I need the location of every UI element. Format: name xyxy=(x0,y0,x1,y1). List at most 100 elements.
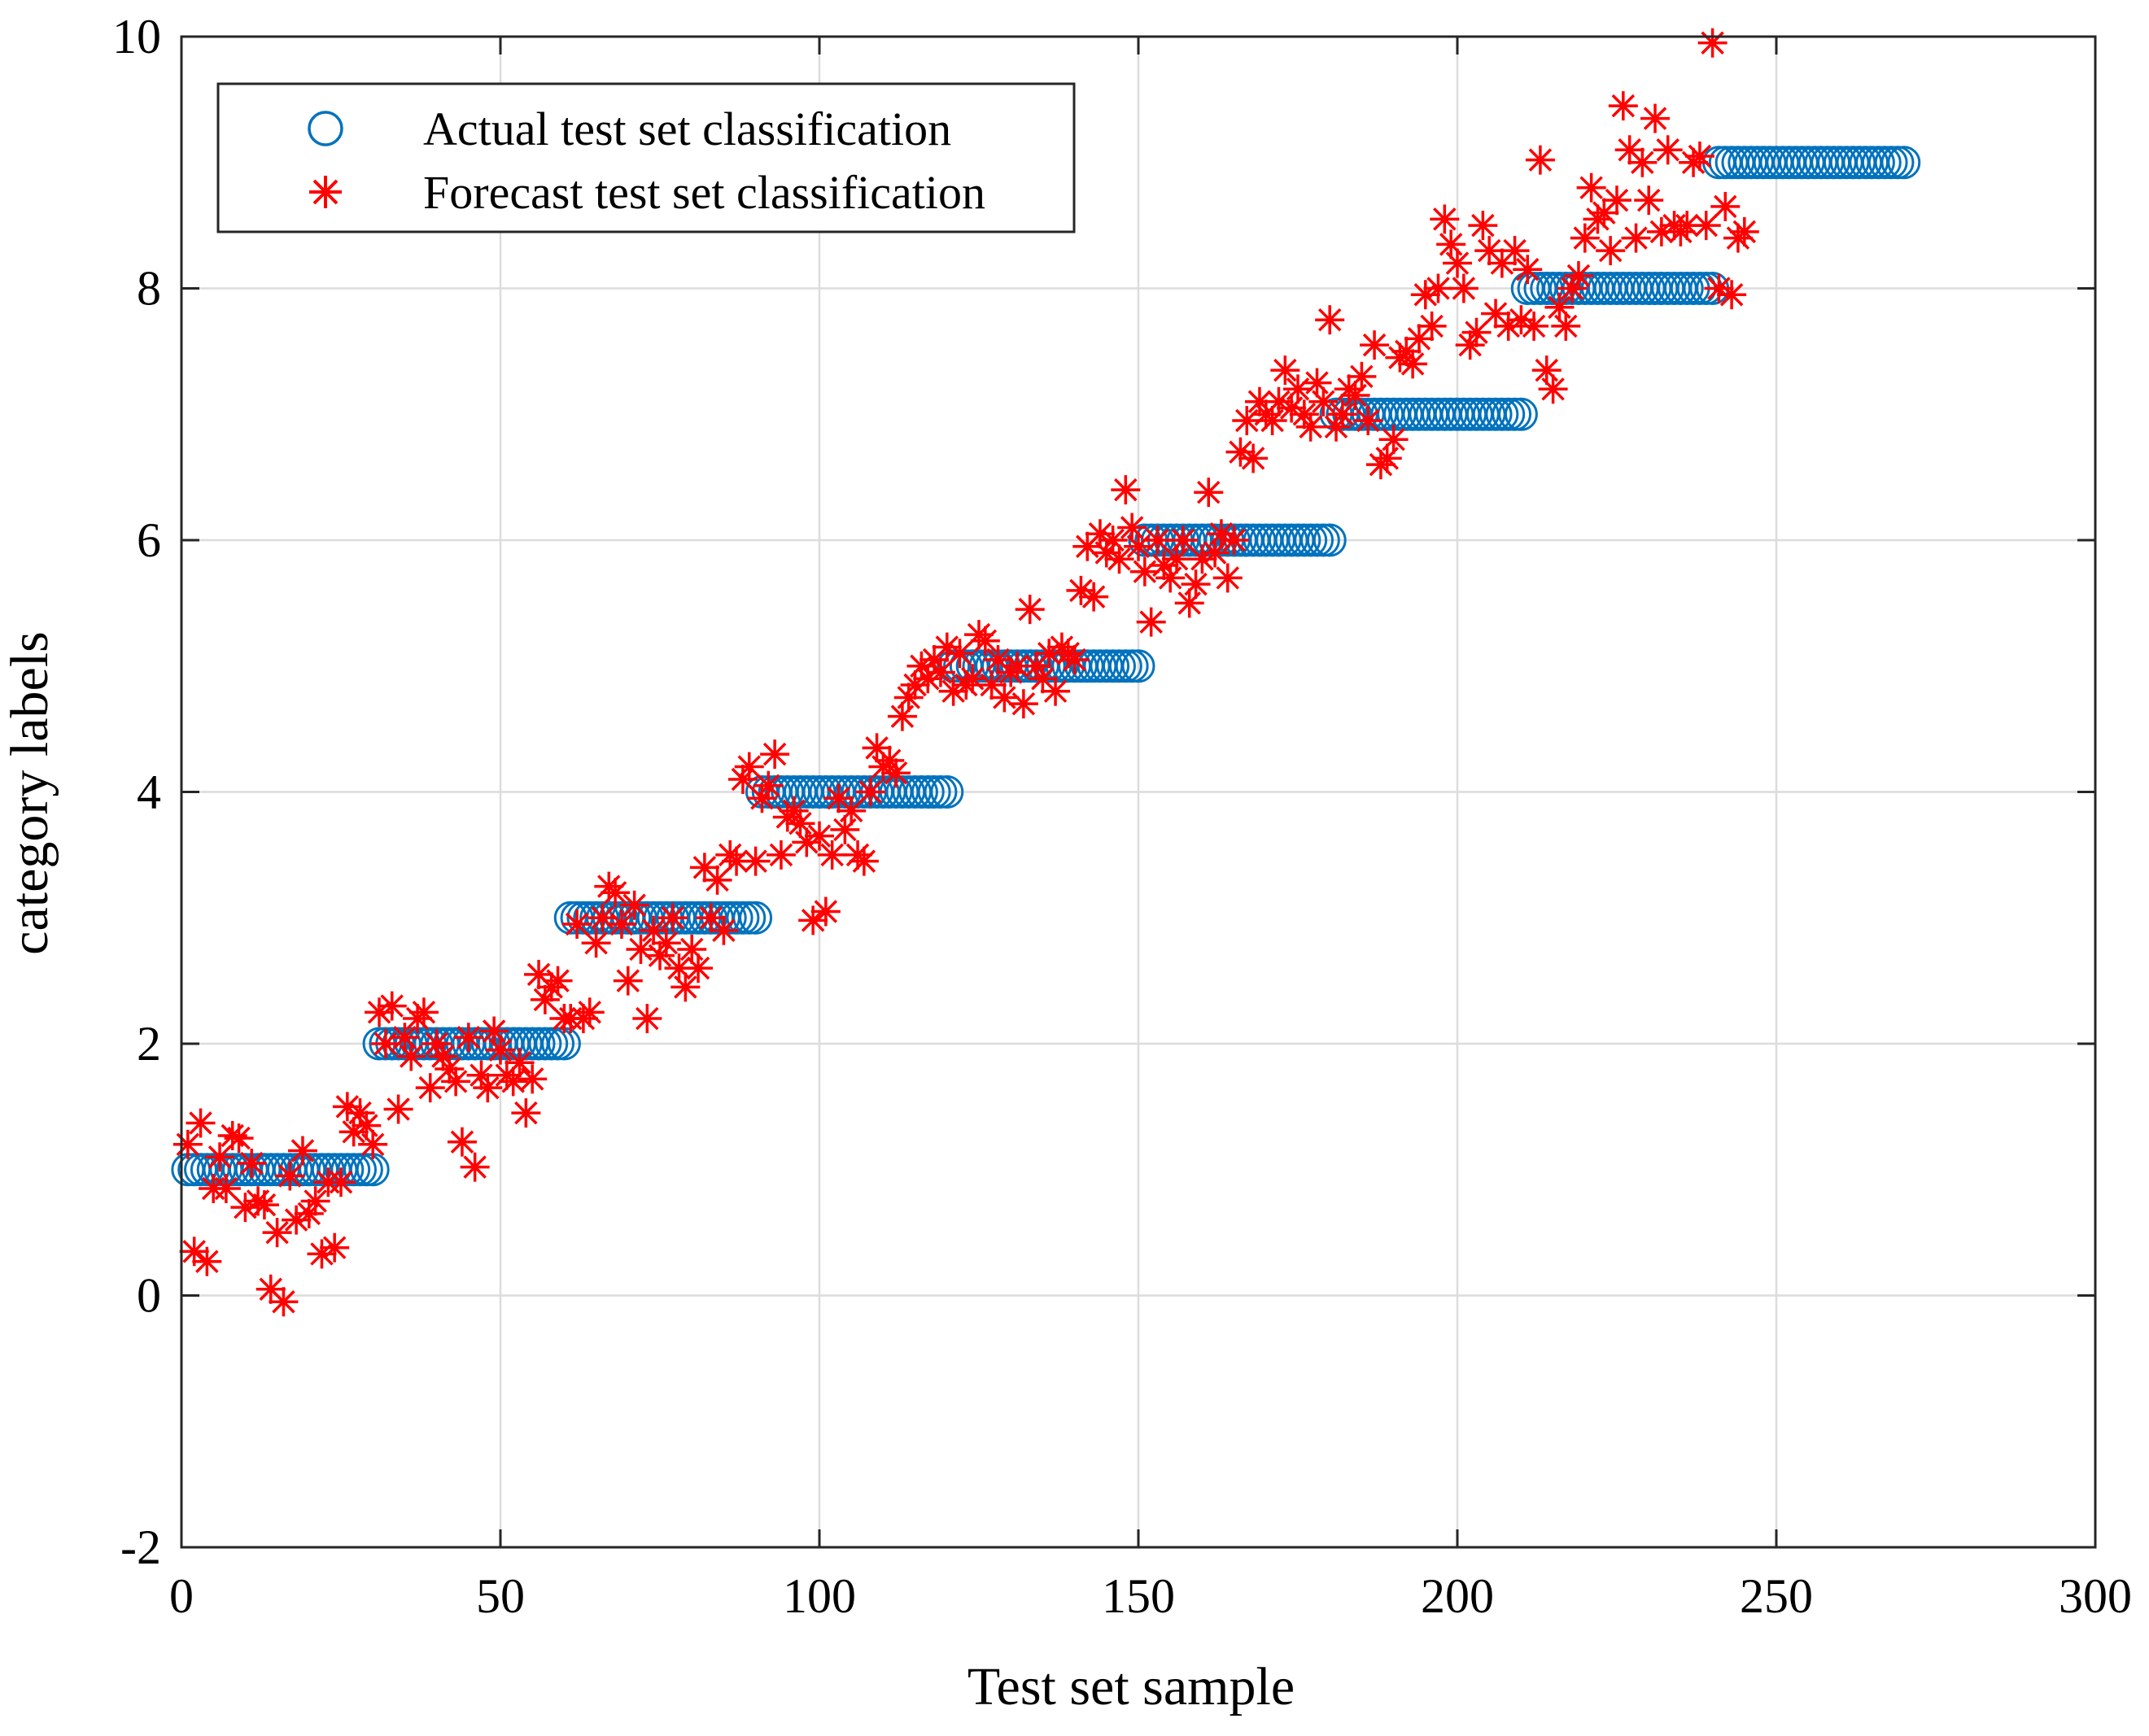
legend-circle-icon xyxy=(308,111,343,146)
forecast-point xyxy=(1729,216,1759,246)
forecast-point xyxy=(1468,211,1498,241)
forecast-point xyxy=(1551,311,1581,341)
forecast-point xyxy=(1596,236,1626,266)
forecast-point xyxy=(613,966,643,996)
legend-label-forecast: Forecast test set classification xyxy=(423,166,985,219)
actual-point xyxy=(1861,146,1895,180)
actual-point xyxy=(1867,146,1902,180)
x-tick-label: 300 xyxy=(2059,1569,2132,1623)
forecast-point xyxy=(1576,172,1606,203)
actual-point xyxy=(1479,397,1513,431)
x-tick-label: 150 xyxy=(1102,1569,1175,1623)
forecast-point xyxy=(460,1152,490,1182)
forecast-point xyxy=(1174,588,1204,618)
actual-point xyxy=(1887,146,1921,180)
forecast-point xyxy=(390,1023,420,1053)
actual-point xyxy=(726,901,760,935)
forecast-point xyxy=(1531,355,1562,386)
actual-point xyxy=(528,1027,562,1061)
forecast-point xyxy=(913,664,943,694)
legend-box xyxy=(216,82,1076,233)
forecast-point xyxy=(1187,544,1217,574)
y-tick-label: 10 xyxy=(112,10,161,63)
forecast-point xyxy=(269,1287,299,1317)
x-tick-label: 250 xyxy=(1740,1569,1813,1623)
forecast-point xyxy=(657,903,688,933)
forecast-point xyxy=(1697,28,1727,58)
forecast-point xyxy=(760,739,790,770)
forecast-point xyxy=(1264,386,1294,417)
forecast-point xyxy=(887,701,917,731)
forecast-point xyxy=(1232,405,1262,435)
forecast-point xyxy=(1360,330,1390,360)
forecast-point xyxy=(1423,273,1453,303)
actual-point xyxy=(1102,649,1136,683)
forecast-point xyxy=(1117,513,1147,543)
forecast-point xyxy=(415,1073,445,1103)
forecast-point xyxy=(173,1129,203,1159)
actual-point xyxy=(343,1153,378,1187)
forecast-point xyxy=(626,934,656,964)
forecast-point xyxy=(1340,381,1370,411)
forecast-point xyxy=(1168,526,1198,555)
forecast-point xyxy=(1621,223,1651,253)
forecast-point xyxy=(1008,689,1038,719)
forecast-point xyxy=(504,1048,535,1078)
forecast-point xyxy=(830,814,860,844)
forecast-point xyxy=(875,745,905,775)
forecast-point xyxy=(1378,425,1409,455)
legend-label-actual: Actual test set classification xyxy=(423,103,951,155)
forecast-point xyxy=(1653,135,1683,165)
forecast-point xyxy=(300,1186,330,1216)
forecast-point xyxy=(1634,185,1664,216)
x-tick-label: 50 xyxy=(476,1569,525,1623)
actual-point xyxy=(1096,649,1130,683)
forecast-point xyxy=(1430,204,1460,234)
actual-point xyxy=(739,901,773,935)
forecast-point xyxy=(855,777,885,807)
forecast-point xyxy=(396,1041,426,1071)
forecast-point xyxy=(684,953,714,984)
forecast-point xyxy=(1710,191,1741,221)
forecast-point xyxy=(1124,531,1153,561)
actual-point xyxy=(522,1027,556,1061)
forecast-point xyxy=(352,1110,382,1141)
forecast-point xyxy=(925,657,955,687)
actual-point xyxy=(1498,397,1532,431)
forecast-point xyxy=(1315,305,1345,335)
forecast-point xyxy=(651,928,681,958)
forecast-point xyxy=(287,1136,317,1166)
y-axis-title: category labels xyxy=(0,631,59,955)
forecast-point xyxy=(511,1098,541,1128)
forecast-point xyxy=(294,1198,324,1228)
forecast-point xyxy=(1041,676,1071,706)
forecast-point xyxy=(1684,142,1714,172)
forecast-point xyxy=(1194,478,1224,508)
actual-point xyxy=(1121,649,1155,683)
forecast-point xyxy=(1098,526,1128,555)
forecast-point xyxy=(709,915,739,945)
forecast-point xyxy=(211,1173,241,1203)
forecast-point xyxy=(518,1064,548,1094)
y-tick-label: 2 xyxy=(137,1017,161,1071)
forecast-point xyxy=(1353,405,1383,435)
forecast-point xyxy=(1417,311,1447,341)
forecast-point xyxy=(606,909,636,939)
forecast-point xyxy=(1640,103,1671,133)
x-tick-label: 0 xyxy=(169,1569,194,1623)
forecast-point xyxy=(282,1205,312,1235)
forecast-point xyxy=(1212,563,1243,593)
forecast-point xyxy=(1295,412,1326,442)
forecast-point xyxy=(958,664,988,694)
actual-point xyxy=(1306,523,1340,557)
actual-point xyxy=(1670,272,1704,305)
forecast-point xyxy=(1563,261,1593,291)
forecast-point xyxy=(1347,361,1377,391)
actual-point xyxy=(1294,523,1328,557)
forecast-point xyxy=(766,840,796,870)
forecast-point xyxy=(1111,475,1141,505)
forecast-point xyxy=(1455,330,1485,360)
forecast-point xyxy=(205,1142,235,1172)
